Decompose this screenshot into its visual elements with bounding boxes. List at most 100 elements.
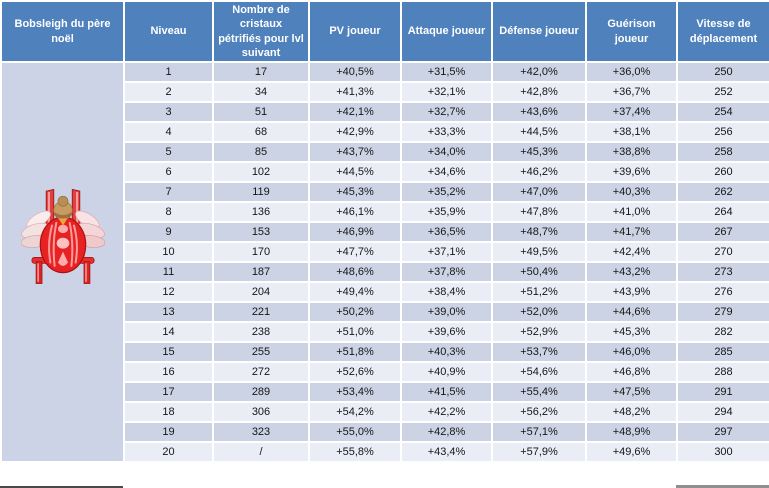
table-cell: 300 [676, 441, 769, 464]
table-row: 10 170 +47,7% +37,1% +49,5% +42,4% 270 [1, 241, 769, 264]
table-cell: 250 [676, 61, 769, 84]
table-cell: +53,7% [491, 341, 587, 364]
table-cell: 102 [212, 161, 310, 184]
table-cell: 19 [123, 421, 214, 444]
table-row: 15 255 +51,8% +40,3% +53,7% +46,0% 285 [1, 341, 769, 364]
table-cell: +50,4% [491, 261, 587, 284]
table-row: 7 119 +45,3% +35,2% +47,0% +40,3% 262 [1, 181, 769, 204]
table-cell: +36,7% [585, 81, 678, 104]
santa-bobsleigh-sled-image [20, 186, 105, 295]
table-cell: +55,8% [308, 441, 402, 464]
table-cell: +49,6% [585, 441, 678, 464]
table-row: 20/+55,8% +43,4% +57,9% +49,6% 300 [1, 441, 769, 464]
table-cell: 272 [212, 361, 310, 384]
table-cell: +42,8% [400, 421, 493, 444]
header-vitesse-deplacement: Vitesse de déplacement [676, 0, 769, 64]
table-cell: +46,2% [491, 161, 587, 184]
table-cell: +45,3% [585, 321, 678, 344]
table-cell: 8 [123, 201, 214, 224]
table-cell: 68 [212, 121, 310, 144]
table-cell: 18 [123, 401, 214, 424]
table-cell: +42,8% [491, 81, 587, 104]
table-cell: +36,0% [585, 61, 678, 84]
table-cell: +46,9% [308, 221, 402, 244]
table-cell: +44,5% [491, 121, 587, 144]
table-cell: +43,6% [491, 101, 587, 124]
table-row: 3 51 +42,1% +32,7% +43,6% +37,4% 254 [1, 101, 769, 124]
header-defense-joueur: Défense joueur [491, 0, 587, 64]
table-cell: 221 [212, 301, 310, 324]
table-row: 14 238 +51,0% +39,6% +52,9% +45,3% 282 [1, 321, 769, 344]
table-cell: 252 [676, 81, 769, 104]
table-header-row: Bobsleigh du père noël Niveau Nombre de … [0, 0, 769, 64]
table-cell: 4 [123, 121, 214, 144]
table-cell: 282 [676, 321, 769, 344]
table-row: 6 102 +44,5% +34,6% +46,2% +39,6% 260 [1, 161, 769, 184]
table-row: 2 34 +41,3% +32,1% +42,8% +36,7% 252 [1, 81, 769, 104]
table-cell: 288 [676, 361, 769, 384]
table-cell: 20 [123, 441, 214, 464]
table-cell: 1 [123, 61, 214, 84]
table-row: 16 272 +52,6% +40,9% +54,6% +46,8% 288 [1, 361, 769, 384]
table-cell: +47,8% [491, 201, 587, 224]
table-cell: 306 [212, 401, 310, 424]
bottom-edge-scroll-stub [676, 485, 769, 488]
table-row: 17 289 +53,4% +41,5% +55,4% +47,5% 291 [1, 381, 769, 404]
table-cell: 270 [676, 241, 769, 264]
table-cell: 291 [676, 381, 769, 404]
table-cell: 17 [212, 61, 310, 84]
table-cell: 323 [212, 421, 310, 444]
table-cell: +47,5% [585, 381, 678, 404]
table-cell: +41,0% [585, 201, 678, 224]
table-cell: +55,0% [308, 421, 402, 444]
table-cell: +40,3% [585, 181, 678, 204]
table-cell: +39,6% [400, 321, 493, 344]
header-attaque-joueur: Attaque joueur [400, 0, 493, 64]
table-cell: 17 [123, 381, 214, 404]
header-pv-joueur: PV joueur [308, 0, 402, 64]
table-cell: +48,2% [585, 401, 678, 424]
table-row: 5 85 +43,7% +34,0% +45,3% +38,8% 258 [1, 141, 769, 164]
table-cell: +49,5% [491, 241, 587, 264]
table-cell: 2 [123, 81, 214, 104]
rider-head [52, 195, 73, 226]
table-cell: +40,5% [308, 61, 402, 84]
table-cell: / [212, 441, 310, 464]
table-cell: 238 [212, 321, 310, 344]
table-cell: +49,4% [308, 281, 402, 304]
table-cell: +42,0% [491, 61, 587, 84]
table-row: 11 187 +48,6% +37,8% +50,4% +43,2% 273 [1, 261, 769, 284]
table-cell: +33,3% [400, 121, 493, 144]
table-cell: +36,5% [400, 221, 493, 244]
table-cell: 260 [676, 161, 769, 184]
table-cell: +43,4% [400, 441, 493, 464]
header-guerison-joueur: Guérison joueur [585, 0, 678, 64]
table-cell: 6 [123, 161, 214, 184]
table-cell: +38,4% [400, 281, 493, 304]
table-cell: +37,1% [400, 241, 493, 264]
table-cell: +51,0% [308, 321, 402, 344]
table-row: 13 221 +50,2% +39,0% +52,0% +44,6% 279 [1, 301, 769, 324]
table-row: 19 323 +55,0% +42,8% +57,1% +48,9% 297 [1, 421, 769, 444]
sled-body [39, 216, 86, 273]
table-cell: 5 [123, 141, 214, 164]
table-cell: 15 [123, 341, 214, 364]
table-cell: +34,0% [400, 141, 493, 164]
table-cell: 258 [676, 141, 769, 164]
table-cell: +52,6% [308, 361, 402, 384]
table-cell: +48,9% [585, 421, 678, 444]
table-cell: 170 [212, 241, 310, 264]
table-cell: +37,4% [585, 101, 678, 124]
table-cell: 289 [212, 381, 310, 404]
table-row: 18 306 +54,2% +42,2% +56,2% +48,2% 294 [1, 401, 769, 424]
table-row: 9 153 +46,9% +36,5% +48,7% +41,7% 267 [1, 221, 769, 244]
table-row: 8 136 +46,1% +35,9% +47,8% +41,0% 264 [1, 201, 769, 224]
table-cell: 11 [123, 261, 214, 284]
table-cell: 264 [676, 201, 769, 224]
table-cell: 12 [123, 281, 214, 304]
table-cell: +44,6% [585, 301, 678, 324]
table-cell: +31,5% [400, 61, 493, 84]
table-cell: 7 [123, 181, 214, 204]
table-cell: +42,9% [308, 121, 402, 144]
